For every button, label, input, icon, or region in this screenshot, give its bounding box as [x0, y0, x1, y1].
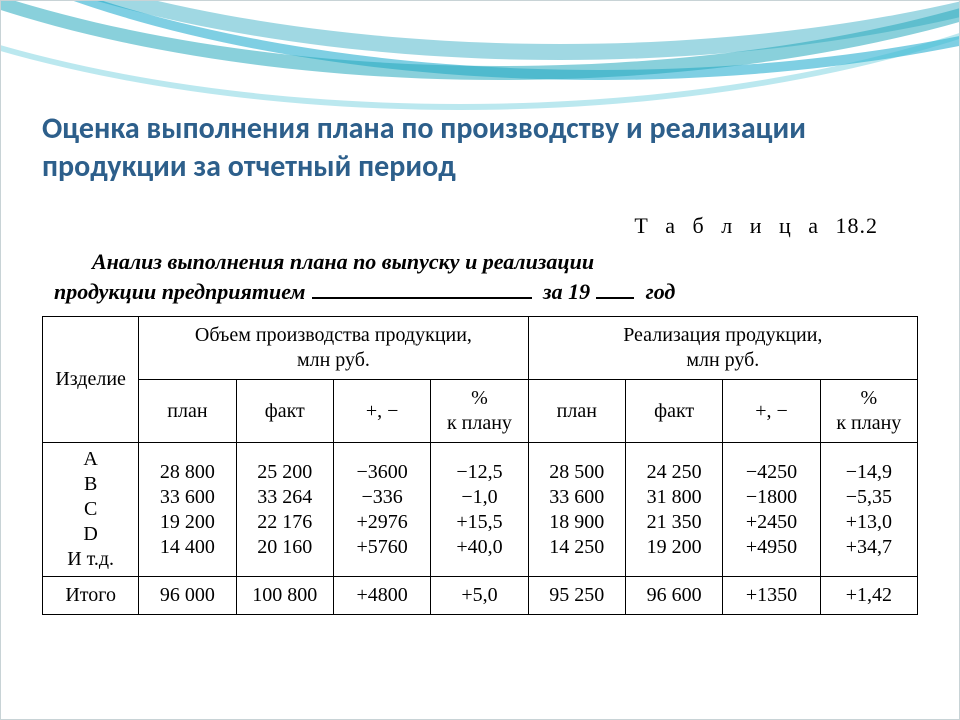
total-label: Итого [43, 577, 139, 615]
subhead-sales-pct: % к плану [820, 380, 917, 443]
prod-fact-cells: 25 200 33 264 22 176 20 160 [236, 443, 333, 577]
slide-title: Оценка выполнения плана по производству … [42, 110, 918, 185]
caption-word: Т а б л и ц а [634, 213, 824, 238]
blank-year [596, 279, 634, 299]
data-table: Изделие Объем производства продукции, мл… [42, 316, 918, 615]
caption-number: 18.2 [836, 213, 879, 238]
subhead-prod-fact: факт [236, 380, 333, 443]
sales-fact-cells: 24 250 31 800 21 350 19 200 [625, 443, 722, 577]
col-group-sales: Реализация продукции, млн руб. [528, 317, 917, 380]
subhead-prod-pct: % к плану [431, 380, 528, 443]
blank-enterprise [312, 279, 532, 299]
col-group-production: Объем производства продукции, млн руб. [139, 317, 528, 380]
col-header-item: Изделие [43, 317, 139, 443]
subtitle-line2b: за 19 [543, 279, 590, 304]
table-caption: Т а б л и ц а 18.2 [42, 213, 878, 239]
prod-pct-cells: −12,5 −1,0 +15,5 +40,0 [431, 443, 528, 577]
prod-plan-cells: 28 800 33 600 19 200 14 400 [139, 443, 236, 577]
subtitle-line1: Анализ выполнения плана по выпуску и реа… [92, 249, 594, 274]
subhead-sales-fact: факт [625, 380, 722, 443]
subhead-sales-plan: план [528, 380, 625, 443]
total-sales-pct: +1,42 [820, 577, 917, 615]
total-sales-fact: 96 600 [625, 577, 722, 615]
subhead-sales-delta: +, − [723, 380, 820, 443]
sales-pct-cells: −14,9 −5,35 +13,0 +34,7 [820, 443, 917, 577]
sales-delta-cells: −4250 −1800 +2450 +4950 [723, 443, 820, 577]
subhead-prod-plan: план [139, 380, 236, 443]
subhead-prod-delta: +, − [333, 380, 430, 443]
total-sales-delta: +1350 [723, 577, 820, 615]
sales-plan-cells: 28 500 33 600 18 900 14 250 [528, 443, 625, 577]
row-labels: A B C D И т.д. [43, 443, 139, 577]
total-prod-fact: 100 800 [236, 577, 333, 615]
total-prod-delta: +4800 [333, 577, 430, 615]
total-prod-plan: 96 000 [139, 577, 236, 615]
subtitle-line2a: продукции предприятием [54, 279, 306, 304]
subtitle-line2c: год [646, 279, 676, 304]
total-prod-pct: +5,0 [431, 577, 528, 615]
total-sales-plan: 95 250 [528, 577, 625, 615]
table-subtitle: Анализ выполнения плана по выпуску и реа… [54, 247, 906, 306]
prod-delta-cells: −3600 −336 +2976 +5760 [333, 443, 430, 577]
